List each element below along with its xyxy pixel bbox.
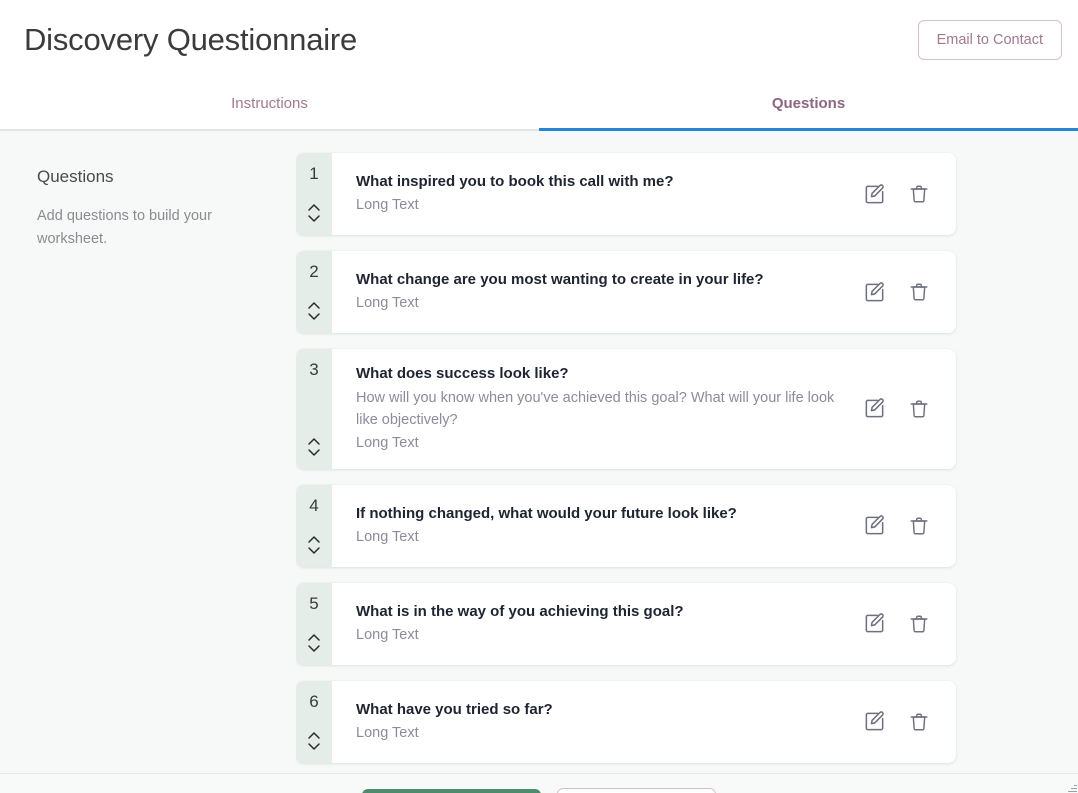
page-title: Discovery Questionnaire bbox=[24, 22, 358, 57]
question-card[interactable]: 5 What is in the way of you achieving thi… bbox=[296, 582, 956, 665]
question-title: If nothing changed, what would your futu… bbox=[356, 504, 737, 522]
question-actions bbox=[863, 281, 956, 304]
question-number: 4 bbox=[309, 495, 319, 515]
question-rail: 3 bbox=[296, 349, 332, 469]
question-card[interactable]: 6 What have you tried so far? Long Text bbox=[296, 680, 956, 763]
question-number: 1 bbox=[309, 164, 319, 183]
question-rail: 6 bbox=[296, 680, 332, 763]
sort-updown-icon[interactable] bbox=[307, 436, 321, 458]
save-and-preview-button[interactable]: Save and Preview bbox=[557, 787, 717, 793]
window-resize-grip[interactable] bbox=[1067, 782, 1077, 792]
question-body: If nothing changed, what would your futu… bbox=[332, 485, 956, 567]
question-title: What is in the way of you achieving this… bbox=[356, 602, 684, 620]
question-text-wrap: What is in the way of you achieving this… bbox=[356, 601, 863, 647]
question-actions bbox=[863, 514, 956, 537]
sort-updown-icon[interactable] bbox=[307, 632, 321, 654]
header-actions: Email to Contact bbox=[917, 19, 1062, 60]
active-tab-indicator bbox=[539, 128, 1078, 131]
trash-icon[interactable] bbox=[908, 613, 930, 635]
question-rail: 5 bbox=[296, 582, 332, 665]
question-rail: 2 bbox=[296, 251, 332, 333]
sidebar-title: Questions bbox=[37, 167, 114, 186]
tab-bar: Instructions Questions bbox=[0, 79, 1078, 131]
question-body: What change are you most wanting to crea… bbox=[332, 251, 956, 333]
question-card[interactable]: 1 What inspired you to book this call wit… bbox=[296, 153, 956, 235]
question-card[interactable]: 2 What change are you most wanting to cre… bbox=[296, 251, 956, 333]
question-number: 6 bbox=[309, 691, 319, 711]
tab-instructions[interactable]: Instructions bbox=[0, 79, 539, 131]
question-number: 2 bbox=[309, 262, 319, 281]
question-body: What does success look like? How will you… bbox=[332, 349, 956, 469]
question-description: How will you know when you've achieved t… bbox=[356, 389, 835, 428]
footer-actions: Save Questionnaire Save and Preview bbox=[0, 773, 1078, 793]
question-actions bbox=[863, 710, 956, 733]
questions-list[interactable]: 1 What inspired you to book this call wit… bbox=[296, 131, 1078, 773]
question-title: What does success look like? bbox=[356, 365, 569, 382]
sort-updown-icon[interactable] bbox=[307, 202, 321, 224]
trash-icon[interactable] bbox=[908, 515, 930, 537]
sidebar: Questions Add questions to build your wo… bbox=[0, 131, 296, 773]
question-body: What have you tried so far? Long Text bbox=[332, 681, 956, 763]
question-text-wrap: What does success look like? How will you… bbox=[356, 363, 863, 455]
question-text-wrap: What have you tried so far? Long Text bbox=[356, 699, 863, 745]
save-questionnaire-button[interactable]: Save Questionnaire bbox=[361, 788, 542, 793]
question-card[interactable]: 3 What does success look like? How will yo… bbox=[296, 349, 956, 469]
question-title: What have you tried so far? bbox=[356, 700, 553, 718]
question-body: What inspired you to book this call with… bbox=[332, 153, 956, 235]
edit-icon[interactable] bbox=[863, 612, 886, 635]
sort-updown-icon[interactable] bbox=[307, 300, 321, 322]
question-number: 3 bbox=[309, 360, 319, 379]
question-rail: 1 bbox=[296, 153, 332, 235]
edit-icon[interactable] bbox=[863, 514, 886, 537]
question-number: 5 bbox=[309, 593, 319, 613]
question-type-label: Long Text bbox=[356, 434, 419, 451]
sort-updown-icon[interactable] bbox=[307, 534, 321, 556]
question-title: What inspired you to book this call with… bbox=[356, 173, 674, 191]
question-title: What change are you most wanting to crea… bbox=[356, 271, 764, 289]
question-type-label: Long Text bbox=[356, 724, 419, 741]
sort-updown-icon[interactable] bbox=[307, 730, 321, 752]
question-body: What is in the way of you achieving this… bbox=[332, 583, 956, 665]
edit-icon[interactable] bbox=[863, 710, 886, 733]
edit-icon[interactable] bbox=[863, 281, 886, 304]
question-type-label: Long Text bbox=[356, 295, 419, 311]
trash-icon[interactable] bbox=[908, 398, 930, 420]
question-text-wrap: What inspired you to book this call with… bbox=[356, 171, 863, 217]
question-actions bbox=[863, 397, 956, 420]
question-rail: 4 bbox=[296, 484, 332, 567]
trash-icon[interactable] bbox=[908, 281, 930, 303]
question-actions bbox=[863, 183, 956, 206]
question-type-label: Long Text bbox=[356, 197, 419, 213]
sidebar-description: Add questions to build your worksheet. bbox=[37, 208, 212, 248]
trash-icon[interactable] bbox=[908, 183, 930, 205]
edit-icon[interactable] bbox=[863, 397, 886, 420]
question-text-wrap: If nothing changed, what would your futu… bbox=[356, 503, 863, 549]
body-area: Questions Add questions to build your wo… bbox=[0, 131, 1078, 773]
question-actions bbox=[863, 612, 956, 635]
page-header: Discovery Questionnaire Email to Contact bbox=[0, 0, 1078, 79]
question-type-label: Long Text bbox=[356, 626, 419, 643]
trash-icon[interactable] bbox=[908, 711, 930, 733]
question-text-wrap: What change are you most wanting to crea… bbox=[356, 269, 863, 315]
question-type-label: Long Text bbox=[356, 528, 419, 545]
question-card[interactable]: 4 If nothing changed, what would your fut… bbox=[296, 484, 956, 567]
edit-icon[interactable] bbox=[863, 183, 886, 206]
email-to-contact-button[interactable]: Email to Contact bbox=[917, 19, 1062, 60]
tab-questions[interactable]: Questions bbox=[539, 79, 1078, 131]
